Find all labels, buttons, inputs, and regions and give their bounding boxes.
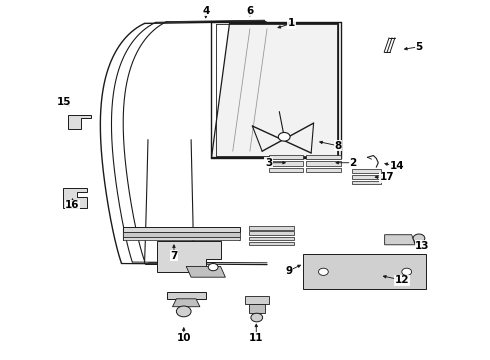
Polygon shape: [68, 115, 91, 129]
Polygon shape: [122, 237, 240, 240]
Polygon shape: [306, 161, 341, 166]
Circle shape: [278, 132, 290, 141]
Text: 7: 7: [170, 251, 178, 261]
Text: 14: 14: [390, 161, 404, 171]
Polygon shape: [249, 242, 294, 245]
Polygon shape: [122, 232, 240, 237]
Text: 1: 1: [288, 18, 295, 28]
Polygon shape: [303, 254, 426, 289]
Circle shape: [208, 264, 218, 271]
Text: 8: 8: [335, 141, 342, 151]
Polygon shape: [245, 296, 269, 304]
Circle shape: [413, 234, 425, 243]
Text: 17: 17: [380, 172, 394, 182]
Polygon shape: [352, 175, 381, 179]
Text: 10: 10: [176, 333, 191, 343]
Text: 15: 15: [56, 96, 71, 107]
Polygon shape: [269, 161, 303, 166]
Circle shape: [176, 306, 191, 317]
Polygon shape: [167, 292, 206, 299]
Text: 13: 13: [415, 240, 430, 251]
Polygon shape: [249, 226, 294, 230]
Polygon shape: [211, 23, 338, 157]
Text: 4: 4: [202, 6, 210, 16]
Circle shape: [318, 268, 328, 275]
Polygon shape: [63, 188, 87, 208]
Polygon shape: [306, 155, 341, 159]
Polygon shape: [352, 169, 381, 173]
Polygon shape: [172, 299, 200, 307]
Text: 2: 2: [349, 158, 356, 168]
Circle shape: [251, 313, 263, 322]
Polygon shape: [249, 237, 294, 240]
Polygon shape: [306, 168, 341, 172]
Text: 16: 16: [65, 200, 80, 210]
Polygon shape: [385, 235, 416, 245]
Text: 12: 12: [394, 275, 409, 285]
Polygon shape: [186, 266, 225, 277]
Polygon shape: [122, 227, 240, 232]
Text: 11: 11: [249, 333, 264, 343]
Polygon shape: [269, 155, 303, 159]
Text: 3: 3: [265, 158, 272, 168]
Polygon shape: [352, 181, 381, 184]
Polygon shape: [249, 231, 294, 235]
Text: 9: 9: [286, 266, 293, 276]
Text: 5: 5: [416, 42, 422, 52]
Circle shape: [402, 268, 412, 275]
Polygon shape: [269, 168, 303, 172]
Polygon shape: [249, 304, 265, 313]
Polygon shape: [157, 241, 220, 272]
Text: 6: 6: [246, 6, 253, 16]
